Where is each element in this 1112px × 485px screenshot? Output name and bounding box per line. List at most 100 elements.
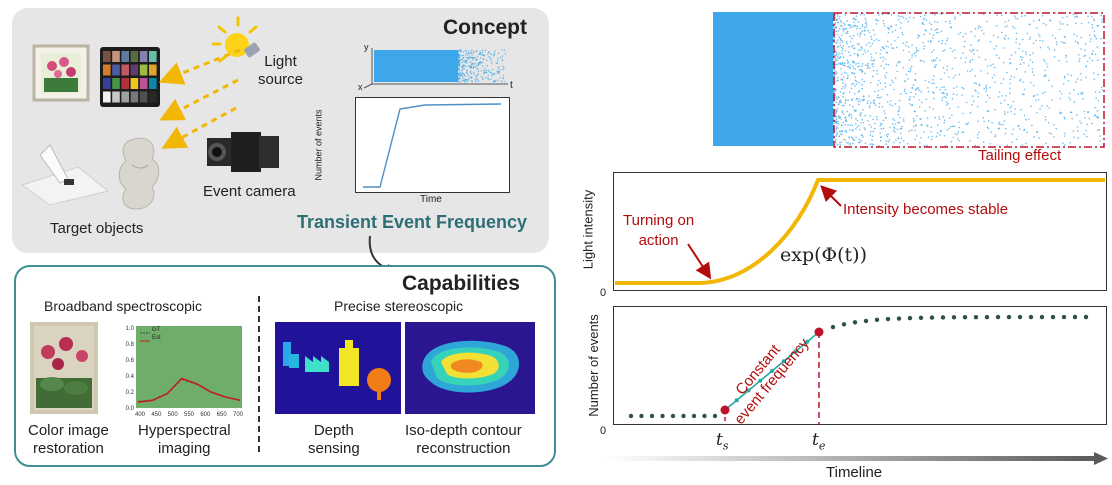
tail-dot [1025,118,1027,121]
tail-dot [935,31,938,34]
tail-dot [914,89,917,91]
tail-dot [940,13,943,16]
tail-dot [1048,132,1051,134]
tail-dot [1081,91,1084,94]
scatter-dot [467,52,469,54]
tail-dot [837,63,840,65]
tail-dot [897,36,899,39]
scatter-dot [487,78,490,81]
tail-dot [1065,56,1067,58]
tail-dot [848,24,850,27]
tail-dot [911,56,913,59]
tail-dot [858,49,860,52]
tail-dot [835,135,837,137]
scatter-dot [462,66,464,68]
tail-dot [989,86,991,89]
scatter-dot [477,64,480,66]
tail-dot [832,22,834,25]
tail-dot [900,137,903,140]
tail-dot [966,70,969,72]
tail-dot [832,117,834,119]
iso-depth-contour-thumb [405,322,535,414]
tail-dot [1020,15,1023,18]
tail-dot [897,18,900,21]
tail-dot [1042,22,1045,25]
tail-dot [835,59,838,62]
scatter-dot [459,74,461,77]
intensity-zero: 0 [600,287,607,299]
event-dot [874,317,880,323]
tail-dot [952,125,954,128]
scatter-dot [469,71,472,74]
tail-dot [923,23,925,26]
tail-dot [1015,138,1018,141]
tail-dot [968,49,971,52]
tail-dot [1052,136,1055,138]
event-dot [885,316,891,322]
scatter-dot [461,61,463,64]
tail-dot [872,101,875,104]
tail-dot [1010,141,1013,144]
scatter-dot [457,57,460,59]
tail-dot [1006,71,1008,74]
scatter-dot [491,62,493,64]
tail-dot [1044,91,1046,94]
tail-dot [1063,118,1066,120]
tail-dot [932,108,935,110]
scatter-dot [472,52,475,54]
tail-dot [1088,57,1091,59]
tail-dot [877,94,879,97]
event-dot [649,413,655,419]
tail-dot [1058,28,1061,31]
tail-dot [1101,18,1104,21]
timeline-label: Timeline [826,464,883,481]
tail-dot [992,34,995,37]
tail-dot [863,95,865,98]
tail-dot [949,22,951,25]
event-dot [1017,314,1023,320]
tail-dot [1076,35,1078,37]
tail-dot [852,138,855,141]
tail-dot [943,134,946,137]
tail-dot [863,80,866,83]
color-image-restoration-thumb [30,322,98,414]
tail-dot [1089,34,1091,36]
tail-dot [840,21,843,23]
tail-dot [1091,26,1094,29]
tail-dot [847,74,849,77]
event-dot [852,320,858,325]
tail-dot [852,44,854,47]
scatter-dot [470,66,472,69]
tail-dot [860,100,862,102]
tail-dot [868,123,871,126]
spec-xtick: 650 [217,412,228,418]
legend-est: Est [152,335,161,341]
tail-dot [932,37,934,39]
tail-dot [1060,23,1062,25]
tail-dot [834,138,837,141]
tail-dot [1062,23,1065,25]
tail-dot [974,89,976,91]
tail-dot [946,69,948,71]
tail-dot [977,40,980,42]
tail-dot [911,54,914,56]
tail-dot [1046,65,1049,68]
tail-dot [1085,76,1087,79]
tail-dot [943,72,946,74]
tail-dot [853,139,856,142]
tail-dot [1059,111,1062,114]
scatter-dot [471,77,473,79]
checker-patch [149,78,157,89]
tail-dot [1098,128,1101,131]
tail-dot [913,52,916,55]
tail-dot [895,24,897,26]
scatter-dot [471,63,474,65]
tail-dot [858,65,860,68]
tail-dot [855,136,857,139]
tail-dot [1085,129,1087,132]
tail-dot [1071,117,1073,120]
tail-dot [957,106,960,108]
scatter-dot [467,74,470,77]
scatter-dot [457,73,460,75]
intensity-curve [615,178,1105,285]
